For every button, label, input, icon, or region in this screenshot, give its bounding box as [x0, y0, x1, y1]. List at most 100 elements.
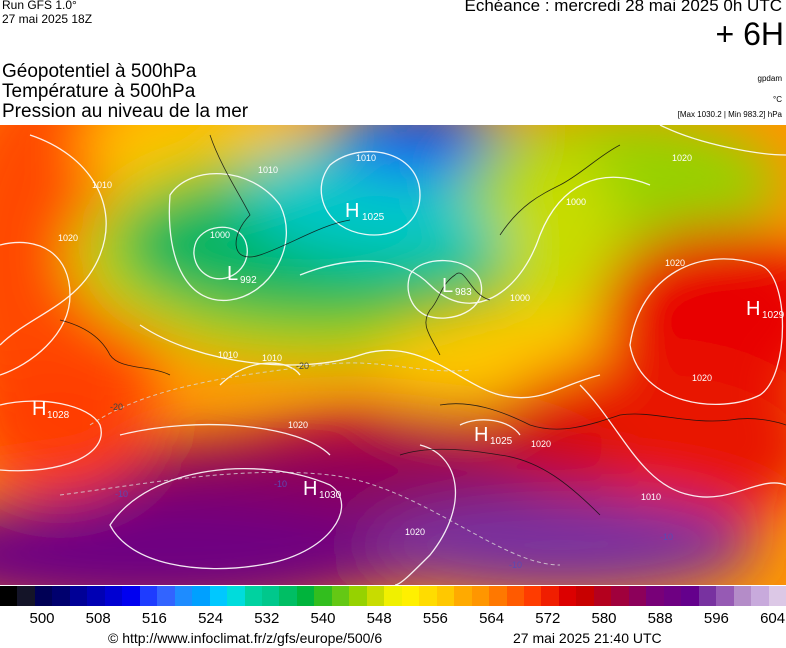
geopotential-unit: gpdam: [757, 74, 782, 83]
center-letter: L: [227, 263, 238, 285]
color-swatch: [87, 586, 106, 606]
color-swatch: [174, 586, 193, 606]
isobar-label: 1020: [665, 258, 685, 268]
isobar-label: 1010: [356, 153, 376, 163]
color-swatch: [751, 586, 770, 606]
color-swatch: [628, 586, 647, 606]
color-swatch: [558, 586, 577, 606]
title-pressure: Pression au niveau de la mer: [2, 101, 249, 122]
isobar-label: 1020: [692, 373, 712, 383]
isobar-label: 1010: [262, 353, 282, 363]
temperature-label: -20: [110, 402, 123, 412]
center-letter: H: [746, 298, 760, 320]
pressure-extremes: [Max 1030.2 | Min 983.2] hPa: [677, 110, 782, 119]
scale-tick-label: 556: [422, 610, 448, 627]
color-swatch: [349, 586, 368, 606]
color-swatch: [384, 586, 403, 606]
center-value: 1029: [762, 310, 785, 321]
color-swatch: [646, 586, 665, 606]
center-letter: H: [474, 424, 488, 446]
color-swatch: [52, 586, 71, 606]
temperature-label: -10: [274, 479, 287, 489]
color-swatch: [716, 586, 735, 606]
center-value: 1025: [362, 212, 385, 223]
color-swatch: [419, 586, 438, 606]
temperature-isotherms: [59, 362, 561, 566]
isobar-label: 1020: [672, 153, 692, 163]
coastlines: [59, 134, 786, 516]
center-value: 1025: [490, 436, 513, 447]
geopotential-field: [0, 125, 786, 585]
generation-time: 27 mai 2025 21:40 UTC: [513, 630, 662, 646]
scale-tick-label: 532: [254, 610, 280, 627]
color-swatch: [34, 586, 53, 606]
color-swatch: [122, 586, 141, 606]
color-swatch: [524, 586, 543, 606]
color-swatch: [262, 586, 281, 606]
isobar-labels: 1010 1010 1020 1000 1010 1020 1000 1010 …: [58, 153, 712, 537]
center-letter: H: [32, 398, 46, 420]
color-swatch: [436, 586, 455, 606]
temperature-label: -10: [660, 532, 673, 542]
color-swatch: [454, 586, 473, 606]
temperature-label: -20: [296, 361, 309, 371]
scale-tick-label: 588: [647, 610, 673, 627]
isobar-label: 1010: [218, 350, 238, 360]
color-scale-bar: [0, 586, 786, 606]
model-run-date: 27 mai 2025 18Z: [2, 12, 93, 26]
isobar-label: 1020: [531, 439, 551, 449]
temperature-unit: °C: [773, 95, 782, 104]
isobar-label: 1010: [258, 165, 278, 175]
color-swatch: [331, 586, 350, 606]
color-swatch: [227, 586, 246, 606]
high-pressure-center: H 1025: [474, 424, 513, 447]
high-pressure-center: H 1030: [303, 478, 342, 501]
center-value: 992: [240, 275, 257, 286]
color-swatch: [139, 586, 158, 606]
temperature-label: -10: [509, 560, 522, 570]
color-swatch: [733, 586, 752, 606]
scale-tick-label: 540: [310, 610, 336, 627]
color-swatch: [244, 586, 263, 606]
scale-tick-label: 516: [141, 610, 167, 627]
color-swatch: [401, 586, 420, 606]
color-swatch: [681, 586, 700, 606]
center-letter: H: [303, 478, 317, 500]
title-temperature: Température à 500hPa: [2, 81, 196, 102]
center-letter: H: [345, 200, 359, 222]
center-value: 1028: [47, 410, 70, 421]
isobar-label: 1000: [510, 293, 530, 303]
isobar-label: 1000: [210, 230, 230, 240]
scale-tick-label: 524: [198, 610, 224, 627]
weather-map: H 1025 L 992 L 983 H 1029 H 1028 H 1025 …: [0, 125, 786, 585]
high-pressure-center: H 1029: [746, 298, 785, 321]
color-swatch: [296, 586, 315, 606]
pressure-centers: H 1025 L 992 L 983 H 1029 H 1028 H 1025 …: [32, 200, 785, 501]
scale-tick-label: 564: [479, 610, 505, 627]
color-swatch: [69, 586, 88, 606]
color-swatch: [506, 586, 525, 606]
title-geopotential: Géopotentiel à 500hPa: [2, 61, 197, 82]
color-swatch: [489, 586, 508, 606]
color-swatch: [209, 586, 228, 606]
copyright-url: © http://www.infoclimat.fr/z/gfs/europe/…: [108, 630, 383, 646]
center-value: 983: [455, 287, 472, 298]
center-letter: L: [442, 275, 453, 297]
forecast-valid-time: Echéance : mercredi 28 mai 2025 0h UTC: [464, 0, 783, 15]
color-swatch: [698, 586, 717, 606]
model-run-label: Run GFS 1.0°: [2, 0, 77, 12]
isobar-label: 1020: [405, 527, 425, 537]
low-pressure-center: L 983: [442, 275, 472, 298]
scale-tick-label: 596: [703, 610, 729, 627]
isobar-label: 1020: [58, 233, 78, 243]
color-swatch: [279, 586, 298, 606]
isobar-label: 1000: [566, 197, 586, 207]
color-swatch: [0, 586, 19, 606]
temperature-label: -10: [115, 489, 128, 499]
scale-tick-label: 508: [85, 610, 111, 627]
isobars: [0, 125, 786, 585]
color-swatch: [366, 586, 385, 606]
color-swatch: [541, 586, 560, 606]
color-swatch: [157, 586, 176, 606]
scale-tick-label: 604: [760, 610, 786, 627]
